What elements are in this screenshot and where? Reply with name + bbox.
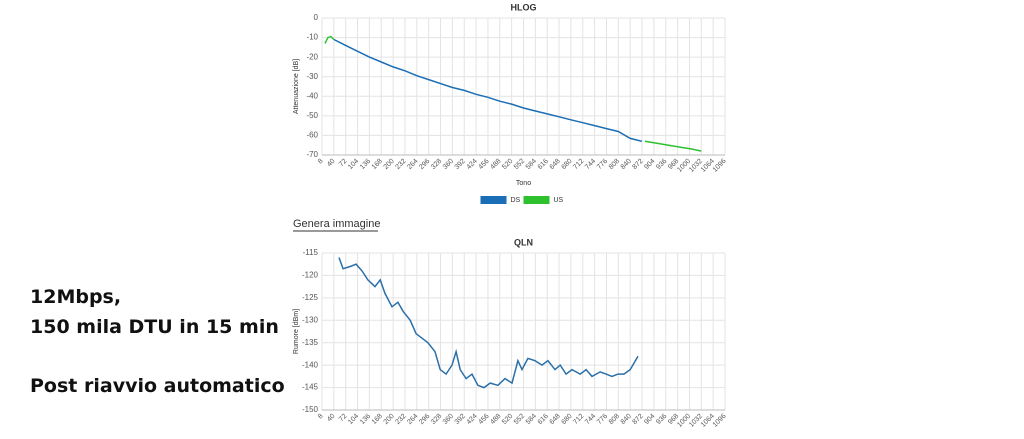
x-tick-label: 456 bbox=[477, 413, 490, 426]
x-tick-label: 424 bbox=[466, 413, 479, 426]
x-tick-label: 744 bbox=[584, 413, 597, 426]
x-tick-label: 488 bbox=[489, 158, 502, 171]
x-tick-label: 232 bbox=[394, 158, 407, 171]
legend-label: US bbox=[554, 197, 564, 204]
y-tick-label: -140 bbox=[302, 360, 319, 369]
note: 150 mila DTU in 15 min bbox=[30, 316, 279, 338]
line-series bbox=[338, 257, 639, 389]
x-tick-label: 296 bbox=[418, 413, 431, 426]
chart-title: QLN bbox=[514, 237, 533, 247]
x-tick-label: 648 bbox=[549, 413, 562, 426]
x-tick-label: 8 bbox=[317, 158, 325, 166]
x-tick-label: 424 bbox=[466, 158, 479, 171]
x-tick-label: 520 bbox=[501, 158, 514, 171]
x-tick-label: 1096 bbox=[712, 158, 728, 174]
x-tick-label: 840 bbox=[620, 158, 633, 171]
x-tick-label: 872 bbox=[632, 413, 645, 426]
x-tick-label: 744 bbox=[584, 158, 597, 171]
x-tick-label: 168 bbox=[371, 158, 384, 171]
y-tick-label: -50 bbox=[306, 111, 318, 120]
x-tick-label: 168 bbox=[371, 413, 384, 426]
line-series bbox=[324, 35, 702, 152]
x-tick-label: 360 bbox=[442, 413, 455, 426]
x-tick-label: 40 bbox=[326, 413, 337, 424]
x-tick-label: 904 bbox=[643, 413, 656, 426]
x-tick-label: 360 bbox=[442, 158, 455, 171]
x-tick-label: 712 bbox=[572, 158, 585, 171]
x-tick-label: 392 bbox=[454, 158, 467, 171]
x-tick-label: 808 bbox=[608, 413, 621, 426]
x-tick-label: 936 bbox=[655, 413, 668, 426]
generate-image-link[interactable]: Genera immagine bbox=[293, 218, 380, 230]
x-tick-label: 584 bbox=[525, 158, 538, 171]
y-tick-label: -20 bbox=[306, 52, 318, 61]
x-tick-label: 488 bbox=[489, 413, 502, 426]
x-tick-label: 232 bbox=[394, 413, 407, 426]
y-tick-label: -130 bbox=[302, 315, 319, 324]
x-tick-label: 392 bbox=[454, 413, 467, 426]
x-tick-label: 584 bbox=[525, 413, 538, 426]
x-tick-label: 8 bbox=[317, 413, 325, 421]
x-tick-label: 840 bbox=[620, 413, 633, 426]
y-tick-label: -115 bbox=[303, 248, 319, 257]
x-tick-label: 616 bbox=[537, 413, 550, 426]
x-tick-label: 776 bbox=[596, 413, 609, 426]
y-axis-label: Rumore [dBm] bbox=[293, 309, 300, 354]
legend-swatch bbox=[480, 196, 507, 204]
x-tick-label: 200 bbox=[383, 413, 396, 426]
legend-swatch bbox=[523, 196, 550, 204]
y-tick-label: -70 bbox=[306, 150, 318, 159]
x-tick-label: 680 bbox=[560, 413, 573, 426]
x-tick-label: 136 bbox=[359, 158, 372, 171]
x-tick-label: 264 bbox=[406, 158, 419, 171]
x-tick-label: 520 bbox=[501, 413, 514, 426]
x-tick-label: 264 bbox=[406, 413, 419, 426]
y-tick-label: -120 bbox=[302, 271, 319, 280]
x-tick-label: 808 bbox=[608, 158, 621, 171]
note: Post riavvio automatico bbox=[30, 375, 285, 397]
y-axis-label: Attenuazione [dB] bbox=[293, 59, 300, 114]
y-tick-label: -40 bbox=[306, 91, 318, 100]
chart-title: HLOG bbox=[511, 2, 537, 12]
x-tick-label: 680 bbox=[560, 158, 573, 171]
y-tick-label: 0 bbox=[314, 13, 319, 22]
y-tick-label: -145 bbox=[302, 383, 319, 392]
line-series bbox=[333, 38, 643, 143]
x-tick-label: 136 bbox=[359, 413, 372, 426]
x-tick-label: 712 bbox=[572, 413, 585, 426]
x-tick-label: 104 bbox=[347, 158, 360, 171]
x-tick-label: 104 bbox=[347, 413, 360, 426]
legend-label: DS bbox=[511, 197, 521, 204]
x-tick-label: 552 bbox=[513, 413, 526, 426]
x-tick-label: 936 bbox=[655, 158, 668, 171]
x-tick-label: 296 bbox=[418, 158, 431, 171]
y-tick-label: -30 bbox=[306, 72, 318, 81]
x-axis-label: Tono bbox=[516, 180, 531, 187]
x-tick-label: 648 bbox=[549, 158, 562, 171]
x-tick-label: 328 bbox=[430, 158, 443, 171]
x-tick-label: 72 bbox=[338, 413, 349, 424]
x-tick-label: 456 bbox=[477, 158, 490, 171]
x-tick-label: 1096 bbox=[712, 413, 728, 429]
y-tick-label: -135 bbox=[302, 338, 319, 347]
y-tick-label: -10 bbox=[306, 33, 318, 42]
x-tick-label: 904 bbox=[643, 158, 656, 171]
x-tick-label: 776 bbox=[596, 158, 609, 171]
y-tick-label: -60 bbox=[306, 131, 318, 140]
x-tick-label: 40 bbox=[326, 158, 337, 169]
x-tick-label: 616 bbox=[537, 158, 550, 171]
x-tick-label: 872 bbox=[632, 158, 645, 171]
x-tick-label: 552 bbox=[513, 158, 526, 171]
x-tick-label: 328 bbox=[430, 413, 443, 426]
y-tick-label: -125 bbox=[302, 293, 319, 302]
x-tick-label: 72 bbox=[338, 158, 349, 169]
x-tick-label: 200 bbox=[383, 158, 396, 171]
y-tick-label: -150 bbox=[302, 405, 319, 414]
note: 12Mbps, bbox=[30, 286, 121, 308]
